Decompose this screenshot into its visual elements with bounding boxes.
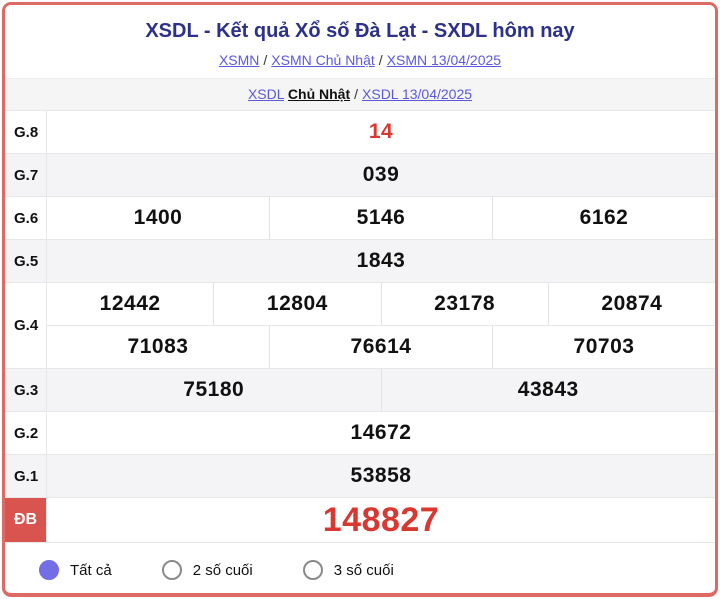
radio-unselected-icon[interactable] — [302, 560, 323, 580]
prize-number: 70703 — [492, 326, 715, 368]
prize-numbers-group: 14672 — [47, 412, 715, 454]
prize-numbers-group: 1400 5146 6162 — [47, 197, 715, 239]
prize-number: 53858 — [350, 464, 412, 487]
prize-number: 76614 — [269, 326, 492, 368]
prize-numbers-group: 14 — [47, 111, 715, 153]
prize-label: G.3 — [5, 369, 47, 411]
prize-number: 148827 — [322, 500, 440, 539]
prize-number: 20874 — [547, 283, 715, 325]
prize-label: G.8 — [5, 111, 47, 153]
prize-number: 6162 — [492, 197, 715, 239]
prize-row: G.2 14672 — [5, 411, 715, 454]
prize-row: ĐB 148827 — [5, 497, 715, 542]
prize-number: 23178 — [380, 283, 548, 325]
prize-label: ĐB — [5, 498, 47, 542]
prize-label: G.7 — [5, 154, 47, 196]
prize-row: G.5 1843 — [5, 239, 715, 282]
prize-row: G.6 1400 5146 6162 — [5, 196, 715, 239]
prize-label: G.5 — [5, 240, 47, 282]
breadcrumb-link-xsdl-date[interactable]: XSDL 13/04/2025 — [362, 86, 473, 102]
prize-numbers-group: 1843 — [47, 240, 715, 282]
results-table: G.8 14 G.7 039 G.6 1400 5146 6162 G.5 1843 G.4 1244… — [5, 110, 715, 542]
prize-number: 71083 — [127, 335, 189, 358]
prize-numbers-group: 148827 — [47, 498, 715, 542]
filter-options: Tất cả 2 số cuối 3 số cuối — [5, 542, 715, 580]
prize-numbers-group: 53858 — [47, 455, 715, 497]
radio-unselected-icon[interactable] — [161, 560, 182, 580]
prize-number: 75180 — [183, 378, 245, 401]
filter-option[interactable]: 3 số cuối — [302, 560, 394, 580]
prize-number: 039 — [362, 163, 400, 186]
page-title: XSDL - Kết quả Xổ số Đà Lạt - SXDL hôm n… — [145, 20, 575, 42]
filter-option[interactable]: 2 số cuối — [161, 560, 253, 580]
breadcrumb: XSMN / XSMN Chủ Nhật / XSMN 13/04/2025 — [15, 52, 705, 68]
prize-row: G.4 12442 12804 23178 20874 71083 76614 70703 — [5, 282, 715, 368]
filter-option-label: 2 số cuối — [192, 561, 253, 579]
prize-number: 5146 — [269, 197, 492, 239]
prize-numbers-group: 12442 12804 23178 20874 71083 76614 70703 — [47, 283, 715, 368]
prize-number: 14 — [368, 120, 394, 143]
prize-number: 43843 — [380, 369, 716, 411]
breadcrumb-link-xsdl[interactable]: XSDL — [247, 86, 285, 102]
breadcrumb-separator: / — [263, 52, 268, 68]
breadcrumb-current-day: Chủ Nhật — [287, 86, 351, 102]
prize-row: G.8 14 — [5, 110, 715, 153]
prize-number: 1843 — [356, 249, 406, 272]
prize-numbers-group: 039 — [47, 154, 715, 196]
sub-breadcrumb: XSDL Chủ Nhật / XSDL 13/04/2025 — [5, 78, 715, 110]
prize-label: G.1 — [5, 455, 47, 497]
radio-selected-icon[interactable] — [39, 560, 59, 580]
filter-option[interactable]: Tất cả — [39, 560, 112, 580]
breadcrumb-separator: / — [378, 52, 383, 68]
prize-number: 12804 — [213, 283, 380, 325]
breadcrumb-link-xsmn[interactable]: XSMN — [218, 52, 260, 68]
prize-label: G.6 — [5, 197, 47, 239]
prize-number: 1400 — [133, 206, 183, 229]
prize-number: 14672 — [350, 421, 412, 444]
breadcrumb-link-xsmn-chu-nhat[interactable]: XSMN Chủ Nhật — [271, 52, 375, 68]
prize-label: G.4 — [5, 283, 47, 368]
breadcrumb-separator: / — [354, 86, 359, 102]
filter-option-label: Tất cả — [70, 561, 112, 579]
prize-number: 12442 — [99, 292, 161, 315]
prize-numbers-group: 75180 43843 — [47, 369, 715, 411]
filter-option-label: 3 số cuối — [333, 561, 394, 579]
header: XSDL - Kết quả Xổ số Đà Lạt - SXDL hôm n… — [5, 5, 715, 78]
prize-row: G.3 75180 43843 — [5, 368, 715, 411]
prize-label: G.2 — [5, 412, 47, 454]
prize-row: G.7 039 — [5, 153, 715, 196]
breadcrumb-link-xsmn-date[interactable]: XSMN 13/04/2025 — [386, 52, 502, 68]
prize-row: G.1 53858 — [5, 454, 715, 497]
